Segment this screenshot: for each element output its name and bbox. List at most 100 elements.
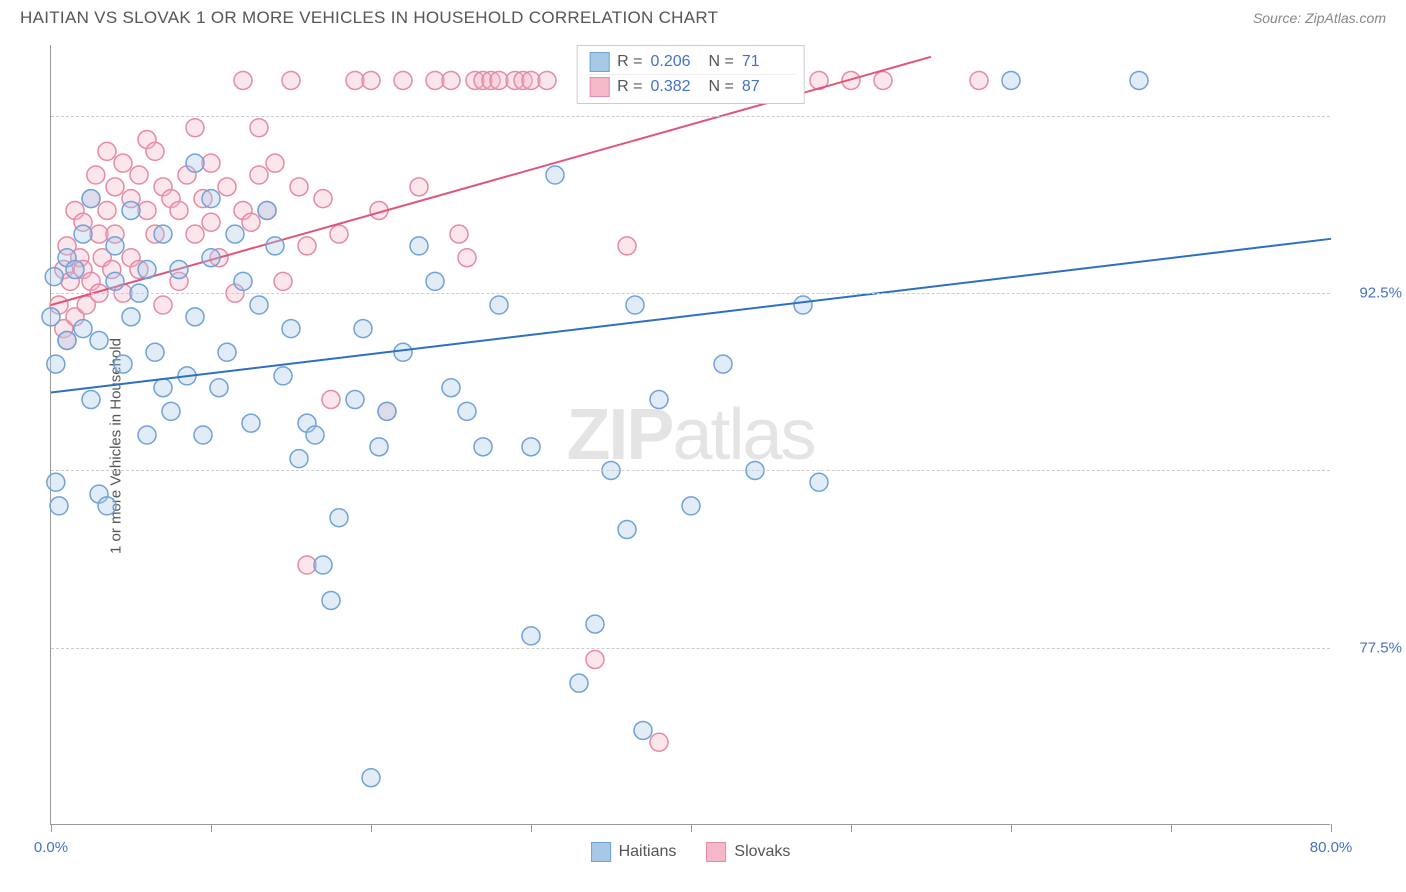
scatter-point — [874, 71, 892, 89]
source-attribution: Source: ZipAtlas.com — [1253, 10, 1386, 26]
scatter-point — [362, 769, 380, 787]
scatter-point — [186, 154, 204, 172]
scatter-point — [154, 379, 172, 397]
scatter-point — [226, 225, 244, 243]
scatter-point — [442, 379, 460, 397]
scatter-point — [634, 721, 652, 739]
scatter-point — [234, 71, 252, 89]
x-tick-label: 0.0% — [34, 839, 68, 856]
scatter-point — [1130, 71, 1148, 89]
scatter-point — [90, 331, 108, 349]
scatter-point — [170, 201, 188, 219]
scatter-point — [626, 296, 644, 314]
scatter-point — [650, 391, 668, 409]
scatter-point — [586, 651, 604, 669]
scatter-point — [146, 142, 164, 160]
scatter-point — [290, 450, 308, 468]
scatter-point — [546, 166, 564, 184]
scatter-point — [66, 261, 84, 279]
scatter-point — [114, 355, 132, 373]
scatter-point — [122, 308, 140, 326]
y-tick-label: 92.5% — [1359, 285, 1402, 302]
legend-swatch-haitians-icon — [591, 842, 611, 862]
scatter-point — [362, 71, 380, 89]
correlation-legend: R = 0.206 N = 71 R = 0.382 N = 87 — [576, 45, 805, 104]
scatter-point — [274, 367, 292, 385]
chart-plot-area: ZIPatlas R = 0.206 N = 71 R = 0.382 N = … — [50, 45, 1330, 825]
scatter-point — [194, 426, 212, 444]
scatter-point — [410, 178, 428, 196]
scatter-point — [130, 166, 148, 184]
scatter-point — [266, 237, 284, 255]
scatter-point — [106, 272, 124, 290]
scatter-point — [154, 225, 172, 243]
scatter-point — [322, 591, 340, 609]
series-legend: Haitians Slovaks — [591, 842, 791, 862]
scatter-point — [426, 272, 444, 290]
scatter-point — [618, 237, 636, 255]
scatter-point — [314, 190, 332, 208]
scatter-point — [970, 71, 988, 89]
scatter-point — [98, 497, 116, 515]
scatter-point — [290, 178, 308, 196]
scatter-point — [186, 308, 204, 326]
scatter-point — [122, 201, 140, 219]
scatter-point — [354, 320, 372, 338]
scatter-svg — [51, 45, 1330, 824]
scatter-point — [98, 201, 116, 219]
legend-row-haitians: R = 0.206 N = 71 — [585, 50, 796, 74]
scatter-point — [47, 355, 65, 373]
scatter-point — [570, 674, 588, 692]
legend-swatch-slovaks — [589, 77, 609, 97]
scatter-point — [330, 509, 348, 527]
scatter-point — [682, 497, 700, 515]
scatter-point — [87, 166, 105, 184]
legend-swatch-slovaks-icon — [706, 842, 726, 862]
legend-item-haitians: Haitians — [591, 842, 677, 862]
scatter-point — [82, 190, 100, 208]
y-tick-label: 77.5% — [1359, 639, 1402, 656]
scatter-point — [370, 438, 388, 456]
scatter-point — [106, 237, 124, 255]
scatter-point — [330, 225, 348, 243]
scatter-point — [650, 733, 668, 751]
scatter-point — [794, 296, 812, 314]
scatter-point — [138, 426, 156, 444]
scatter-point — [458, 402, 476, 420]
scatter-point — [234, 272, 252, 290]
scatter-point — [138, 261, 156, 279]
scatter-point — [306, 426, 324, 444]
scatter-point — [522, 627, 540, 645]
scatter-point — [490, 296, 508, 314]
scatter-point — [378, 402, 396, 420]
scatter-point — [218, 343, 236, 361]
scatter-point — [202, 249, 220, 267]
scatter-point — [82, 391, 100, 409]
scatter-point — [410, 237, 428, 255]
scatter-point — [282, 320, 300, 338]
scatter-point — [266, 154, 284, 172]
scatter-point — [98, 142, 116, 160]
scatter-point — [42, 308, 60, 326]
scatter-point — [322, 391, 340, 409]
scatter-point — [50, 497, 68, 515]
scatter-point — [274, 272, 292, 290]
scatter-point — [258, 201, 276, 219]
scatter-point — [170, 261, 188, 279]
scatter-point — [202, 190, 220, 208]
scatter-point — [346, 391, 364, 409]
scatter-point — [154, 296, 172, 314]
scatter-point — [250, 119, 268, 137]
scatter-point — [146, 343, 164, 361]
scatter-point — [314, 556, 332, 574]
scatter-point — [450, 225, 468, 243]
legend-item-slovaks: Slovaks — [706, 842, 790, 862]
scatter-point — [114, 154, 132, 172]
scatter-point — [394, 343, 412, 361]
legend-row-slovaks: R = 0.382 N = 87 — [585, 74, 796, 99]
scatter-point — [250, 296, 268, 314]
scatter-point — [522, 438, 540, 456]
scatter-point — [618, 521, 636, 539]
scatter-point — [810, 473, 828, 491]
scatter-point — [394, 71, 412, 89]
